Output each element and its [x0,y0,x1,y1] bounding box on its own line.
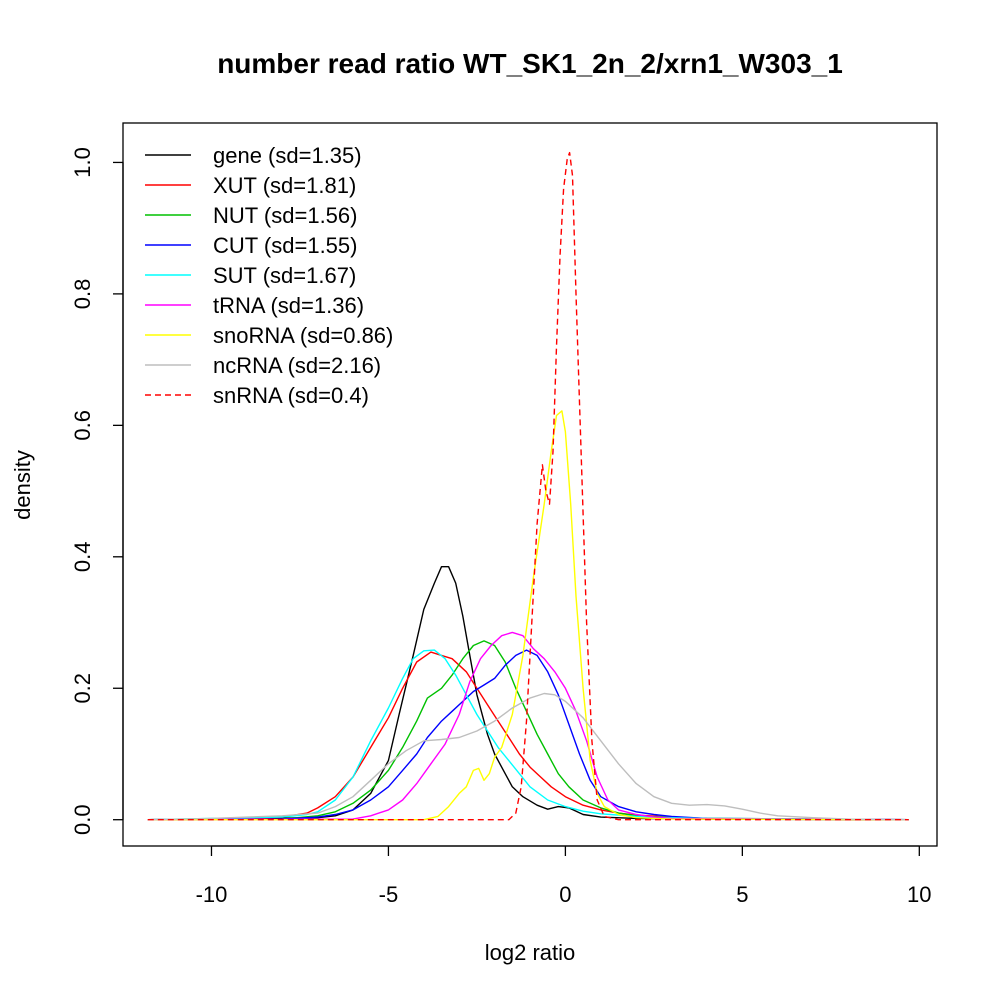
series-layer [147,151,909,821]
legend-label-0: gene (sd=1.35) [213,143,362,168]
legend-label-4: SUT (sd=1.67) [213,263,356,288]
x-axis: -10 -5 0 5 10 [196,845,932,907]
legend-label-5: tRNA (sd=1.36) [213,293,364,318]
x-tick-label: -5 [379,882,399,907]
x-tick-label: -10 [196,882,228,907]
series-line-6 [147,410,909,821]
x-axis-label: log2 ratio [485,940,576,965]
series-line-4 [147,649,909,821]
y-tick-label: 0.8 [70,279,95,310]
y-tick-label: 0.4 [70,542,95,573]
chart-title: number read ratio WT_SK1_2n_2/xrn1_W303_… [217,48,843,79]
series-line-3 [147,649,909,821]
legend-label-1: XUT (sd=1.81) [213,173,356,198]
x-tick-label: 5 [736,882,748,907]
x-tick-label: 10 [907,882,931,907]
y-axis: 0.0 0.2 0.4 0.6 0.8 1.0 [70,147,124,835]
legend-label-8: snRNA (sd=0.4) [213,383,369,408]
legend-label-3: CUT (sd=1.55) [213,233,357,258]
legend-label-7: ncRNA (sd=2.16) [213,353,381,378]
legend-label-6: snoRNA (sd=0.86) [213,323,393,348]
y-tick-label: 0.6 [70,410,95,441]
series-line-5 [147,631,909,821]
y-axis-label: density [10,450,35,520]
series-line-8 [147,151,909,821]
series-line-2 [147,640,909,821]
legend-label-2: NUT (sd=1.56) [213,203,357,228]
series-line-7 [147,692,909,821]
legend: gene (sd=1.35) XUT (sd=1.81) NUT (sd=1.56)… [145,143,393,408]
y-tick-label: 1.0 [70,147,95,178]
x-tick-label: 0 [559,882,571,907]
y-tick-label: 0.2 [70,673,95,704]
y-tick-label: 0.0 [70,804,95,835]
